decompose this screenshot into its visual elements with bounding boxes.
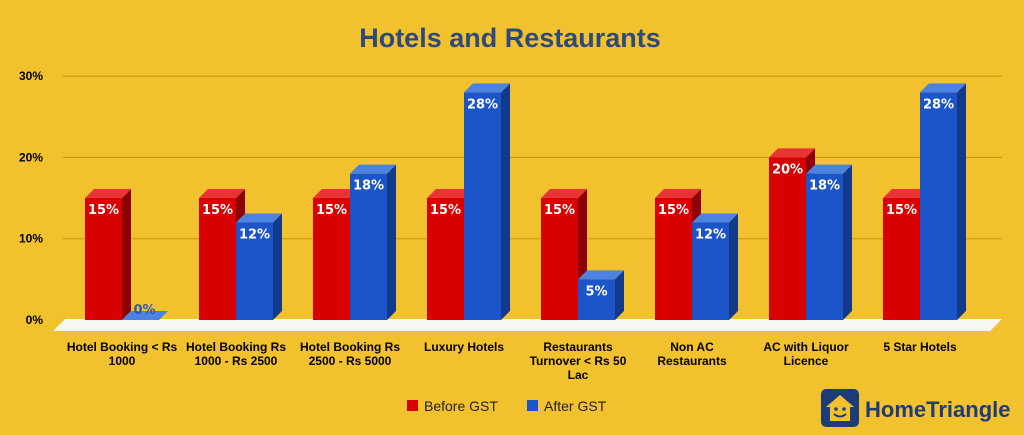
data-label: 15%: [658, 203, 689, 218]
x-tick-label: AC with Liquor Licence: [763, 340, 849, 368]
data-label: 12%: [695, 227, 726, 242]
x-tick-label: Luxury Hotels: [424, 340, 504, 354]
bar-after-gst: [920, 83, 966, 320]
x-tick-label: Hotel Booking < Rs 1000: [67, 340, 178, 368]
bar-after-gst: [806, 164, 852, 320]
x-tick-label: Non AC Restaurants: [657, 340, 727, 368]
data-labels: 15% 0% 15% 12% 15% 18% 15% 28% 15% 5% 15% 12% 20% 18%…: [88, 97, 954, 318]
bar-before-gst: [85, 189, 131, 320]
legend-label-after-gst: After GST: [544, 398, 607, 414]
chart-title: Hotels and Restaurants: [359, 23, 661, 53]
logo-text: HomeTriangle: [865, 397, 1010, 422]
x-tick-label: 5 Star Hotels: [883, 340, 957, 354]
y-tick-label: 10%: [19, 232, 43, 246]
legend-swatch-after-gst: [527, 400, 538, 411]
x-axis: Hotel Booking < Rs 1000 Hotel Booking Rs 10…: [67, 340, 957, 382]
data-label: 28%: [467, 97, 498, 112]
bar-after-gst: [236, 213, 282, 320]
legend-swatch-before-gst: [407, 400, 418, 411]
data-label: 15%: [430, 203, 461, 218]
data-label: 18%: [353, 179, 384, 194]
data-label: 15%: [88, 203, 119, 218]
bar-after-gst: [464, 83, 510, 320]
data-label: 28%: [923, 97, 954, 112]
legend-label-before-gst: Before GST: [424, 398, 498, 414]
data-label: 5%: [585, 284, 607, 299]
data-label: 20%: [772, 162, 803, 177]
data-label: 0%: [133, 303, 155, 318]
bar-after-gst: [692, 213, 738, 320]
bar-after-gst: [122, 311, 168, 320]
floor-plane: [53, 319, 1002, 331]
data-label: 15%: [544, 203, 575, 218]
bars: [85, 83, 966, 320]
chart-floor: [53, 319, 1002, 331]
y-tick-label: 20%: [19, 150, 43, 164]
y-tick-label: 0%: [26, 313, 44, 327]
bar-before-gst: [883, 189, 929, 320]
y-tick-label: 30%: [19, 69, 43, 83]
x-tick-label: Hotel Booking Rs 1000 - Rs 2500: [186, 340, 286, 368]
logo: HomeTriangle: [821, 389, 1010, 427]
y-axis: 0% 10% 20% 30%: [19, 69, 43, 327]
bar-after-gst: [350, 164, 396, 320]
data-label: 15%: [886, 203, 917, 218]
x-tick-label: Restaurants Turnover < Rs 50 Lac: [530, 340, 627, 382]
x-tick-label: Hotel Booking Rs 2500 - Rs 5000: [300, 340, 400, 368]
data-label: 15%: [202, 203, 233, 218]
data-label: 15%: [316, 203, 347, 218]
legend: Before GST After GST: [407, 398, 607, 414]
bar-before-gst: [541, 189, 587, 320]
bar-after-gst: [578, 270, 624, 320]
data-label: 12%: [239, 227, 270, 242]
home-triangle-logo-icon: [821, 389, 859, 427]
data-label: 18%: [809, 179, 840, 194]
